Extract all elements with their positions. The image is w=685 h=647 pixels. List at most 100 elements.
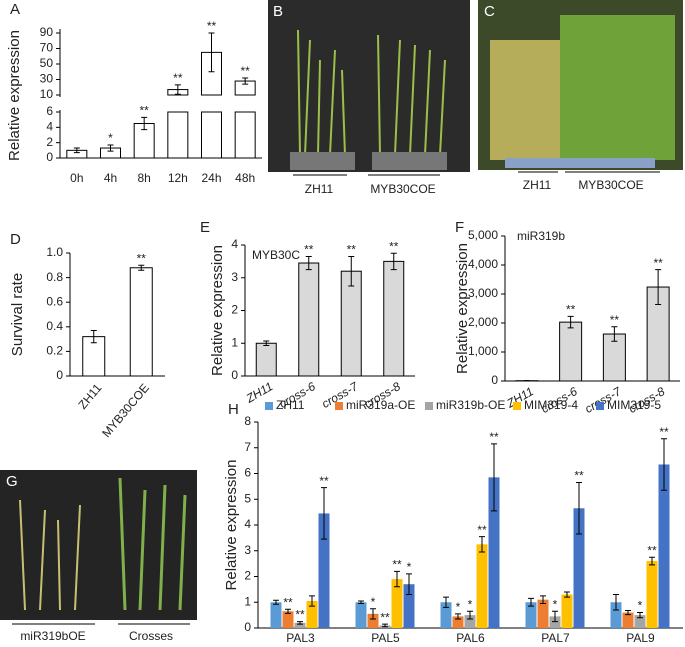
bar (525, 602, 537, 628)
x-tick-label: PAL3 (286, 631, 315, 645)
plants (490, 40, 570, 160)
bar (440, 602, 452, 628)
x-tick-label: 8h (137, 171, 150, 185)
y-tick-label: 3 (244, 543, 251, 557)
error-bar (242, 77, 249, 85)
bar (403, 584, 415, 628)
y-axis-label: Relative expression (223, 460, 240, 591)
significance: ** (283, 595, 293, 609)
error-bar (540, 595, 546, 605)
bar (391, 579, 403, 628)
x-tick-label: PAL9 (626, 631, 655, 645)
significance: ** (647, 543, 657, 557)
photo-label: Crosses (129, 629, 173, 643)
y-tick-label: 8 (244, 414, 251, 428)
bar (306, 600, 318, 628)
y-tick-label: 50 (40, 56, 54, 70)
bar (129, 267, 153, 377)
x-tick-label: 12h (168, 171, 188, 185)
bar (658, 464, 670, 628)
y-tick-label: 1 (244, 594, 251, 608)
significance: ** (610, 313, 620, 327)
y-tick-label: 0.6 (46, 294, 63, 308)
significance: ** (240, 64, 250, 78)
bar (561, 594, 573, 628)
significance: * (108, 131, 113, 145)
significance: * (553, 597, 558, 611)
y-tick-label: 1,000 (468, 344, 498, 358)
bar (559, 321, 583, 382)
legend-label: MIM319-5 (607, 398, 661, 412)
bar (476, 544, 488, 628)
error-bar (263, 340, 270, 347)
significance: ** (653, 256, 663, 270)
bar (270, 602, 282, 628)
error-bar (455, 613, 461, 620)
legend-label: ZH11 (276, 398, 305, 412)
significance: * (456, 600, 461, 614)
significance: ** (347, 243, 357, 257)
error-bar (90, 329, 97, 344)
error-bar (528, 597, 534, 607)
chart-title: miR319b (517, 229, 565, 243)
bar (646, 561, 658, 628)
y-axis-label: Relative expression (454, 243, 471, 374)
bar (282, 611, 294, 628)
legend-swatch (335, 402, 343, 410)
bar (634, 615, 646, 628)
error-bar (613, 594, 619, 611)
y-tick-label: 2 (231, 303, 238, 317)
significance: ** (489, 430, 499, 444)
bar (355, 602, 367, 628)
y-tick-label: 10 (40, 87, 54, 101)
error-bar (174, 84, 181, 95)
error-bar (564, 591, 570, 598)
error-bar (390, 252, 397, 271)
tray (505, 158, 655, 168)
error-bar (443, 596, 449, 608)
error-bar (394, 570, 400, 588)
panel-letter: F (455, 219, 464, 236)
y-tick-label: 4 (231, 237, 238, 251)
x-tick-label: PAL5 (371, 631, 400, 645)
y-tick-label: 6 (244, 466, 251, 480)
chart-title: MYB30C (252, 248, 300, 262)
y-tick-label: 1.0 (46, 245, 63, 259)
error-bar (661, 438, 667, 491)
x-tick-label: MYB30COE (99, 381, 152, 440)
error-bar (358, 600, 364, 605)
y-tick-label: 3,000 (468, 286, 498, 300)
significance: * (371, 595, 376, 609)
y-tick-label: 4,000 (468, 257, 498, 271)
photo-label: ZH11 (523, 178, 552, 192)
bar (622, 612, 634, 628)
error-bar (655, 269, 662, 305)
y-tick-label: 0 (231, 368, 238, 382)
photo-label: ZH11 (305, 182, 334, 196)
bar (452, 616, 464, 628)
error-bar (637, 612, 643, 619)
y-tick-label: 2,000 (468, 315, 498, 329)
legend-swatch (596, 402, 604, 410)
photo (0, 470, 197, 620)
x-tick-label: 24h (201, 171, 221, 185)
error-bar (107, 144, 114, 152)
error-bar (138, 264, 145, 271)
y-tick-label: 5 (244, 491, 251, 505)
bar (318, 513, 330, 628)
significance: ** (659, 425, 669, 439)
y-tick-label: 7 (244, 440, 251, 454)
panel-letter: A (10, 1, 20, 18)
y-tick-label: 2 (46, 135, 53, 149)
y-tick-label: 0.2 (46, 344, 63, 358)
significance: ** (477, 523, 487, 537)
significance: * (638, 599, 643, 613)
legend-swatch (265, 402, 273, 410)
error-bar (297, 621, 303, 625)
y-tick-label: 0 (56, 368, 63, 382)
error-bar (491, 443, 497, 512)
y-tick-label: 0 (491, 373, 498, 387)
error-bar (208, 32, 215, 73)
bar (340, 270, 362, 377)
y-tick-label: 0.4 (46, 319, 63, 333)
